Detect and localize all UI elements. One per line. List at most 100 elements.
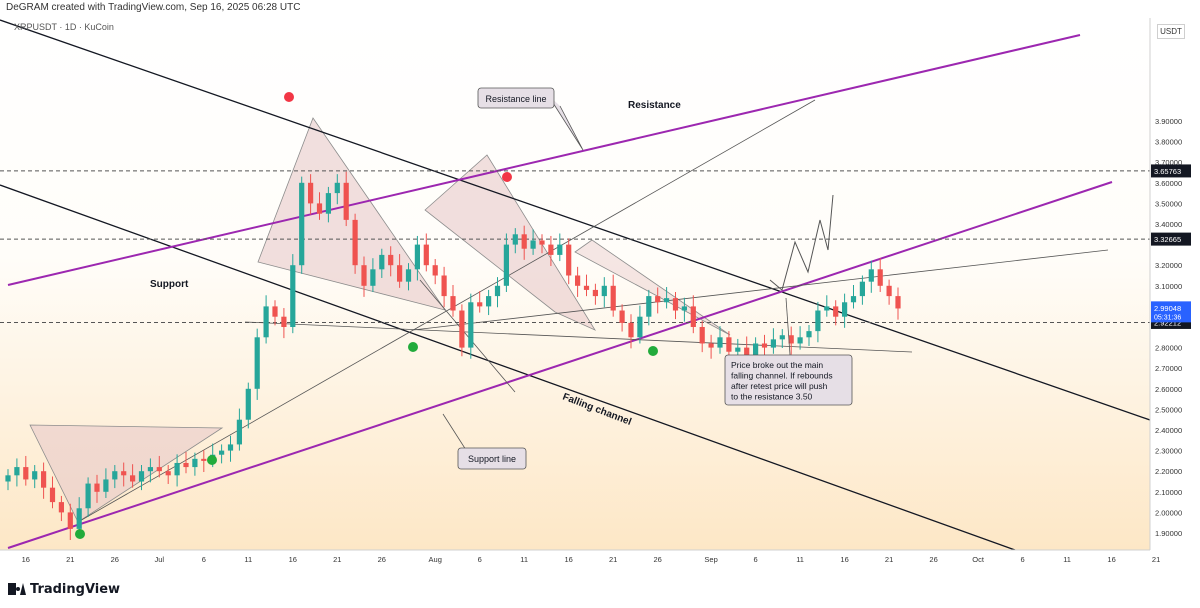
time-axis-tick: 16 <box>565 555 573 564</box>
breakout-note-callout <box>724 354 853 406</box>
time-axis-tick: 21 <box>66 555 74 564</box>
price-axis-tick: 2.10000 <box>1155 488 1182 497</box>
candle-body <box>779 335 785 340</box>
tradingview-logo[interactable]: TradingView <box>8 579 120 599</box>
price-axis-tick: 3.70000 <box>1155 158 1182 167</box>
support-label: Support <box>150 279 189 290</box>
candle-body <box>833 306 839 317</box>
horizontal-trendline <box>244 321 913 353</box>
candle-body <box>41 471 47 488</box>
price-axis-tick: 3.90000 <box>1155 117 1182 126</box>
candle-body <box>557 244 563 255</box>
swing-low-marker <box>207 455 217 465</box>
price-axis-tick: 3.60000 <box>1155 179 1182 188</box>
price-axis-tick: 2.20000 <box>1155 467 1182 476</box>
candle-body <box>468 302 474 348</box>
candle-body <box>138 471 145 482</box>
candle-body <box>664 298 670 303</box>
candle-body <box>575 275 581 286</box>
symbol-label[interactable]: XRPUSDT · 1D · KuCoin <box>14 22 114 32</box>
candle-body <box>761 343 768 348</box>
candle-body <box>610 285 616 311</box>
support-line-callout <box>457 447 527 470</box>
callout-pointer <box>785 297 791 356</box>
candle-body <box>423 244 429 266</box>
candle-body <box>227 444 234 451</box>
candle-body <box>316 203 323 214</box>
resistance-line <box>7 34 1081 286</box>
breakout-note-line: to the resistance 3.50 <box>731 392 813 402</box>
candle-body <box>201 458 207 461</box>
candle-body <box>717 337 723 348</box>
time-axis-tick: 21 <box>1152 555 1160 564</box>
support-line <box>7 181 1113 549</box>
candle-body <box>770 339 776 348</box>
candle-body <box>236 419 242 445</box>
triangle-pattern <box>257 117 446 311</box>
projected-path <box>769 194 834 291</box>
candle-body <box>672 298 679 311</box>
candle-body <box>842 302 848 317</box>
time-axis-tick: 26 <box>654 555 662 564</box>
resistance-line-callout <box>477 87 555 109</box>
candle-body <box>859 281 865 297</box>
candle-body <box>494 285 501 297</box>
time-axis-tick: 11 <box>520 555 528 564</box>
candle-body <box>503 244 509 286</box>
candle-body <box>753 343 759 358</box>
candle-body <box>388 254 394 266</box>
price-axis-tick: 2.00000 <box>1155 508 1182 517</box>
price-axis-tick: 2.70000 <box>1155 364 1182 373</box>
price-axis-tick: 2.50000 <box>1155 405 1182 414</box>
price-level-tag-label: 3.65763 <box>1154 167 1181 176</box>
candle-body <box>325 193 331 214</box>
candle-body <box>637 316 643 338</box>
currency-badge[interactable]: USDT <box>1157 24 1185 39</box>
candle-body <box>23 467 29 480</box>
support-line-callout-text: Support line <box>468 454 516 464</box>
candle-body <box>432 265 438 276</box>
time-axis-tick: 6 <box>754 555 758 564</box>
time-axis-tick: Aug <box>429 555 442 564</box>
time-axis-tick: 6 <box>202 555 206 564</box>
candle-body <box>219 450 225 455</box>
candle-body <box>681 306 687 311</box>
candle-body <box>788 335 794 344</box>
candle-body <box>690 306 696 327</box>
candle-body <box>646 296 652 317</box>
candle-body <box>281 316 287 327</box>
price-level-tag <box>1151 232 1191 246</box>
candle-body <box>877 269 883 286</box>
candle-body <box>290 265 296 327</box>
breakout-note-line: Price broke out the main <box>731 360 823 370</box>
last-price-label: 2.99048 <box>1154 304 1181 313</box>
candle-body <box>735 347 741 352</box>
time-axis-tick: 16 <box>1107 555 1115 564</box>
time-axis-tick: 26 <box>111 555 119 564</box>
time-axis-tick: 16 <box>22 555 30 564</box>
candle-body <box>94 483 100 492</box>
last-price-tag <box>1151 301 1191 323</box>
candle-body <box>370 269 376 286</box>
candle-body <box>708 343 714 348</box>
time-axis-tick: 6 <box>1021 555 1025 564</box>
time-axis-tick: 21 <box>333 555 341 564</box>
price-level-tag-label: 3.32665 <box>1154 235 1181 244</box>
candle-body <box>815 310 821 332</box>
swing-low-marker <box>75 529 85 539</box>
candle-body <box>254 337 260 389</box>
candle-body <box>361 265 367 286</box>
time-axis-tick: 26 <box>378 555 386 564</box>
candle-body <box>192 458 198 468</box>
time-axis-tick: 16 <box>289 555 297 564</box>
candle-body <box>272 306 278 317</box>
candle-body <box>334 182 340 194</box>
candle-body <box>308 182 314 204</box>
candle-body <box>619 310 625 323</box>
candle-body <box>512 234 518 245</box>
candle-body <box>895 296 901 309</box>
candle-body <box>343 182 349 220</box>
candle-body <box>103 479 109 492</box>
